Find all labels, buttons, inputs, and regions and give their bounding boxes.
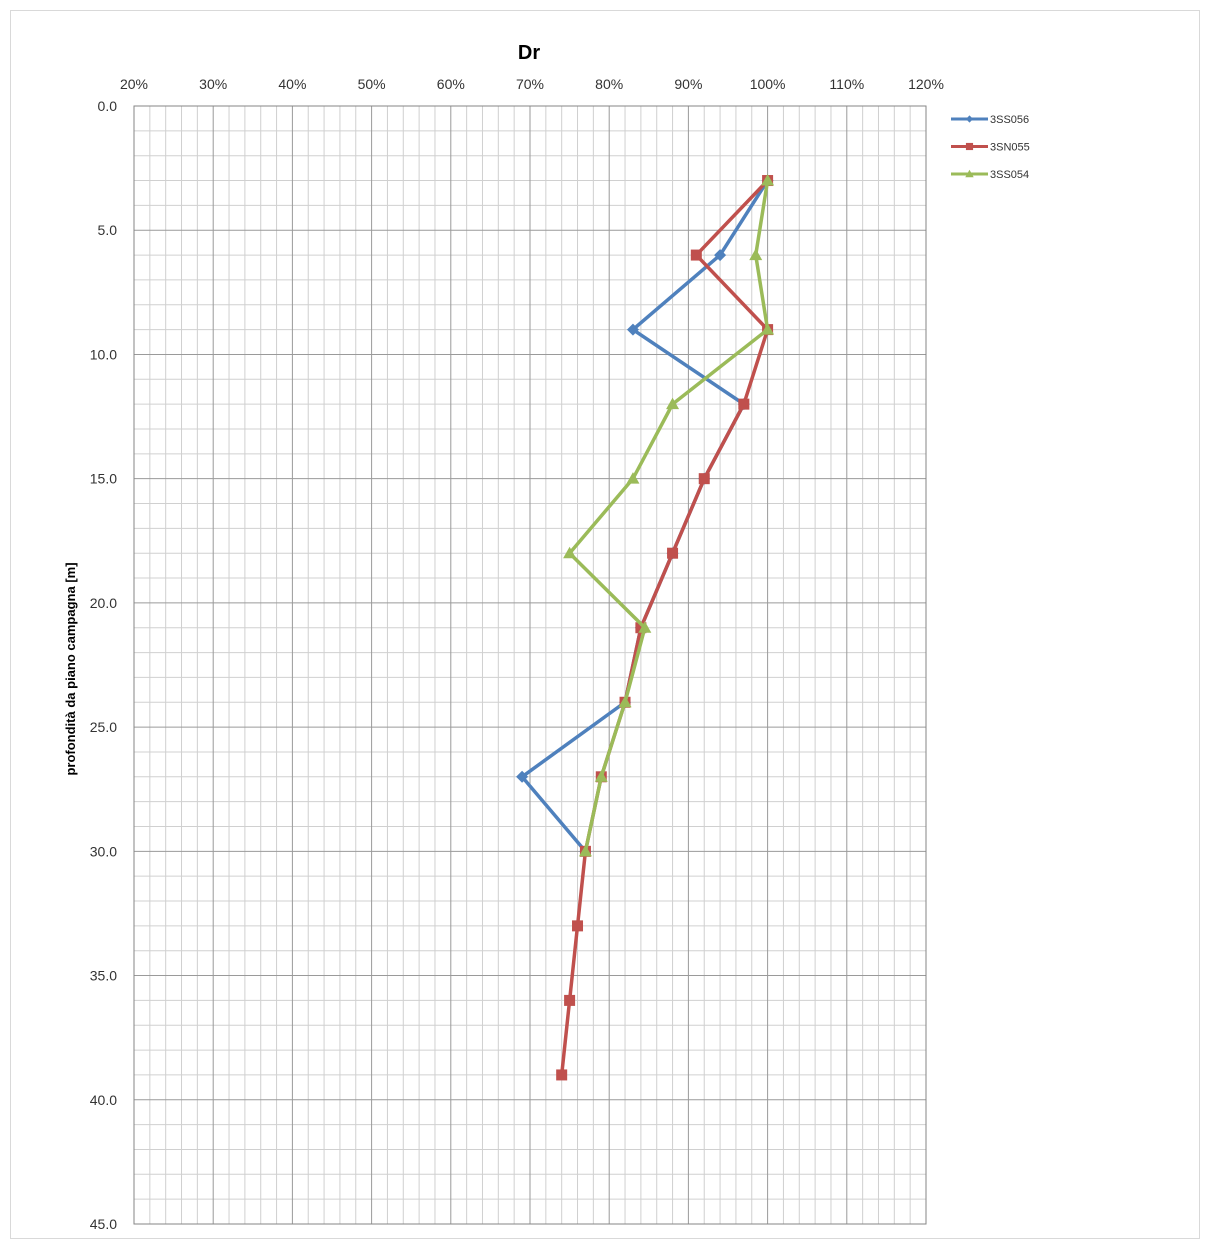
series-layer — [516, 174, 775, 1081]
x-tick-label: 90% — [674, 76, 702, 92]
data-point — [749, 248, 763, 261]
data-point — [564, 994, 576, 1006]
legend-swatch-marker — [965, 142, 974, 151]
data-point — [635, 622, 647, 634]
y-tick-label: 25.0 — [90, 719, 117, 735]
legend-label: 3SN055 — [990, 142, 1030, 154]
series-line — [520, 178, 770, 854]
x-tick-label: 30% — [199, 76, 227, 92]
legend: 3SS056 3SN055 3SS054 — [951, 114, 1030, 181]
series-3SS056 — [516, 174, 774, 858]
data-point — [638, 621, 652, 633]
x-tick-label: 110% — [829, 76, 864, 92]
y-tick-label: 30.0 — [90, 843, 117, 859]
major-gridlines — [134, 106, 926, 1224]
x-tick-label: 80% — [595, 76, 623, 92]
data-point — [698, 473, 710, 485]
data-point — [594, 770, 608, 782]
x-tick-label: 120% — [908, 76, 944, 92]
data-point — [563, 546, 577, 559]
y-tick-label: 0.0 — [98, 98, 118, 114]
x-axis-tick-labels: 20% 30% 40% 50% 60% 70% 80% 90% 100% 110% 120% — [120, 76, 944, 92]
data-point — [714, 249, 727, 262]
series-line — [567, 178, 770, 854]
y-tick-label: 35.0 — [90, 968, 117, 984]
chart-frame: 20% 30% 40% 50% 60% 70% 80% 90% 100% 110% 120% 0.0… — [10, 10, 1200, 1239]
data-point — [667, 547, 679, 559]
y-tick-label: 15.0 — [90, 471, 117, 487]
legend-label: 3SS056 — [990, 114, 1029, 126]
x-tick-label: 40% — [278, 76, 306, 92]
data-point — [626, 472, 640, 484]
legend-label: 3SS054 — [990, 169, 1029, 181]
legend-item: 3SS054 — [951, 169, 1029, 181]
legend-swatch-marker — [965, 169, 974, 178]
data-point — [578, 844, 592, 857]
data-point — [572, 920, 584, 932]
data-point — [666, 397, 680, 410]
data-point — [516, 770, 529, 783]
y-tick-label: 5.0 — [98, 222, 118, 238]
depth-profile-chart: 20% 30% 40% 50% 60% 70% 80% 90% 100% 110% 120% 0.0… — [63, 42, 1030, 1232]
x-tick-label: 100% — [750, 76, 786, 92]
plot-area-border — [133, 105, 927, 1225]
data-point — [761, 323, 775, 335]
chart-title: Dr — [518, 42, 540, 64]
data-point — [761, 174, 775, 186]
x-tick-label: 50% — [358, 76, 386, 92]
x-tick-label: 60% — [437, 76, 465, 92]
x-tick-label: 20% — [120, 76, 148, 92]
y-tick-label: 40.0 — [90, 1092, 117, 1108]
y-tick-label: 45.0 — [90, 1216, 117, 1232]
data-point — [690, 249, 702, 261]
data-point — [626, 323, 639, 336]
y-axis-tick-labels: 0.0 5.0 10.0 15.0 20.0 25.0 30.0 35.0 40.0 45.0 — [90, 98, 117, 1232]
x-tick-label: 70% — [516, 76, 544, 92]
legend-item: 3SN055 — [951, 142, 1030, 154]
series-3SS054 — [563, 174, 775, 857]
data-point — [738, 398, 750, 410]
y-tick-label: 20.0 — [90, 595, 117, 611]
y-axis-label: profondità da piano campagna [m] — [63, 562, 78, 775]
legend-swatch-marker — [965, 115, 974, 123]
y-tick-label: 10.0 — [90, 346, 117, 362]
data-point — [556, 1069, 568, 1081]
legend-item: 3SS056 — [951, 114, 1029, 126]
data-point — [618, 695, 632, 708]
